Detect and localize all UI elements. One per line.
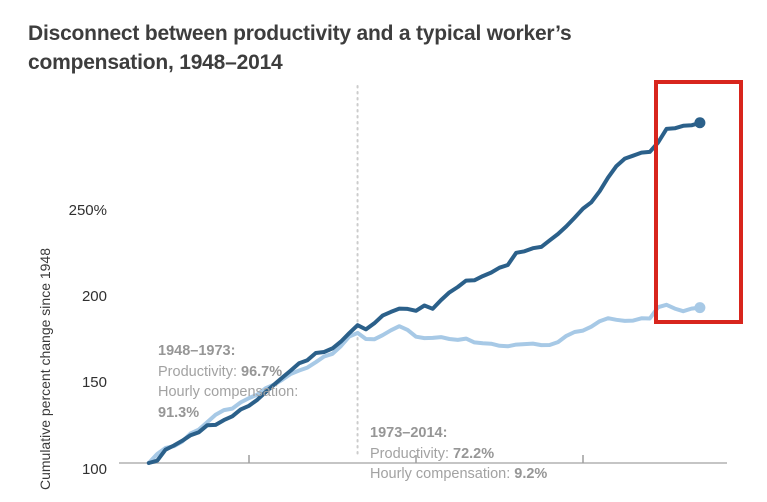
annotation-compensation-line: Hourly compensation: 9.2% — [370, 464, 630, 485]
annotation-productivity-line: Productivity: 72.2% — [370, 444, 630, 465]
annotation-compensation-value: 9.2% — [514, 466, 548, 483]
data-lines — [146, 120, 702, 465]
y-tick-label-100: 100 — [81, 460, 107, 478]
annotation-period-1948-1973: 1948–1973: Productivity: 96.7% Hourly co… — [158, 341, 358, 423]
chart-title: Disconnect between productivity and a ty… — [28, 22, 572, 75]
y-axis-title: Cumulative percent change since 1948 — [37, 248, 53, 491]
y-tick-label-200: 200 — [81, 288, 107, 306]
y-axis-tick-labels: 250%200150100500 — [0, 104, 767, 477]
y-tick-label-250: 250% — [68, 201, 107, 219]
productivity-endpoint-dot — [694, 117, 706, 129]
annotation-compensation-label: Hourly compensation: — [370, 466, 515, 483]
annotation-compensation-value: 91.3% — [158, 403, 358, 424]
x-axis-ticks — [248, 455, 584, 463]
annotation-productivity-label: Productivity: — [370, 445, 453, 462]
annotation-period-1973-2014: 1973–2014: Productivity: 72.2% Hourly co… — [370, 423, 630, 485]
compensation-endpoint-dot — [694, 302, 706, 314]
annotation-productivity-value: 72.2% — [453, 445, 495, 462]
compensation-line — [146, 302, 702, 465]
annotation-productivity-line: Productivity: 96.7% — [158, 362, 358, 383]
annotation-compensation-value-text: 91.3% — [158, 404, 200, 421]
red-highlight-box — [654, 80, 743, 324]
annotation-compensation-label: Hourly compensation: — [158, 384, 299, 401]
annotation-heading: 1948–1973: — [158, 343, 236, 360]
annotation-productivity-value: 96.7% — [241, 363, 283, 380]
annotation-productivity-label: Productivity: — [158, 363, 241, 380]
endpoint-dots — [694, 117, 706, 314]
annotation-heading: 1973–2014: — [370, 425, 448, 442]
productivity-line — [146, 120, 702, 465]
y-tick-label-150: 150 — [81, 374, 107, 392]
